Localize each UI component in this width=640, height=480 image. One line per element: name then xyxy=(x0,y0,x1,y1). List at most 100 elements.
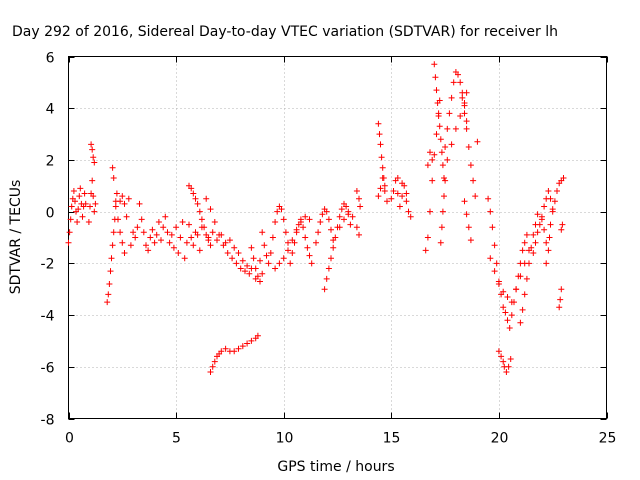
data-point xyxy=(375,193,382,200)
data-point xyxy=(394,190,401,197)
data-point xyxy=(558,226,565,233)
y-tick-labels: -8 -6 -4 -2 0 2 4 6 xyxy=(41,51,55,429)
data-point xyxy=(500,288,507,295)
data-point xyxy=(121,200,128,207)
x-tick-label: 0 xyxy=(65,431,74,447)
data-point xyxy=(297,216,304,223)
data-point xyxy=(72,198,78,205)
data-point xyxy=(244,262,251,269)
data-point xyxy=(332,234,339,241)
data-point xyxy=(545,247,552,254)
data-point xyxy=(211,219,218,225)
data-point xyxy=(224,250,231,256)
data-point xyxy=(226,237,233,244)
data-point xyxy=(543,260,550,267)
data-point xyxy=(399,193,406,200)
data-point xyxy=(293,229,300,236)
data-point xyxy=(285,239,291,246)
data-point xyxy=(513,286,520,293)
data-point xyxy=(377,185,384,192)
data-point xyxy=(547,195,554,202)
data-point xyxy=(109,164,116,171)
data-point xyxy=(500,304,507,311)
data-point xyxy=(534,211,541,218)
y-tick-label: 2 xyxy=(46,154,55,170)
data-point xyxy=(143,242,149,249)
data-point xyxy=(498,353,505,360)
data-point xyxy=(229,255,236,262)
data-point xyxy=(250,255,257,262)
data-point xyxy=(194,200,201,207)
data-point xyxy=(506,325,513,331)
data-point xyxy=(113,190,120,197)
data-point xyxy=(242,268,248,275)
data-point xyxy=(384,198,390,205)
x-axis-label: GPS time / hours xyxy=(277,459,394,475)
data-point xyxy=(439,208,446,215)
data-point xyxy=(239,343,246,350)
data-point xyxy=(541,226,548,233)
data-point xyxy=(222,239,229,246)
data-point xyxy=(394,175,401,181)
data-point xyxy=(308,260,315,267)
data-point xyxy=(235,345,242,352)
data-point xyxy=(517,260,524,267)
data-point xyxy=(538,213,545,220)
data-point xyxy=(357,203,364,210)
data-point xyxy=(546,234,553,241)
data-point xyxy=(455,71,461,78)
data-point xyxy=(429,177,436,184)
data-point xyxy=(405,208,412,215)
data-point xyxy=(239,257,246,264)
data-point xyxy=(345,208,352,215)
data-point xyxy=(441,175,447,181)
data-point xyxy=(457,79,464,86)
data-point xyxy=(261,242,268,249)
data-point xyxy=(560,175,567,181)
data-point xyxy=(381,182,388,189)
data-point xyxy=(304,244,311,251)
data-point xyxy=(79,213,86,220)
data-point xyxy=(107,268,114,275)
data-point xyxy=(134,224,141,231)
y-tick-label: -4 xyxy=(41,309,55,325)
data-point xyxy=(517,319,524,326)
data-point xyxy=(446,110,453,117)
data-point xyxy=(519,306,526,313)
data-point xyxy=(465,224,472,231)
data-point xyxy=(280,216,287,223)
data-point xyxy=(435,110,442,117)
data-point xyxy=(289,250,296,256)
data-point xyxy=(130,229,137,236)
data-point xyxy=(547,221,554,228)
data-point xyxy=(495,281,502,287)
data-point xyxy=(188,234,195,241)
data-point xyxy=(377,141,384,148)
data-point xyxy=(349,213,356,220)
data-point xyxy=(248,337,255,344)
data-point xyxy=(138,216,145,223)
data-point xyxy=(108,255,115,262)
data-point xyxy=(427,149,433,156)
data-point xyxy=(507,356,514,362)
data-point xyxy=(549,206,556,213)
data-point xyxy=(132,234,139,241)
data-point xyxy=(244,340,251,347)
data-point xyxy=(505,363,512,370)
data-point xyxy=(237,265,244,272)
data-point xyxy=(439,162,446,169)
data-point xyxy=(530,250,537,256)
data-point xyxy=(536,221,543,228)
data-point xyxy=(559,221,566,228)
data-point xyxy=(112,203,119,210)
data-point xyxy=(467,237,474,244)
data-point xyxy=(551,198,558,205)
data-point xyxy=(196,208,203,215)
data-point xyxy=(300,224,307,231)
data-point xyxy=(526,260,532,267)
data-point xyxy=(127,242,134,249)
data-point xyxy=(323,275,330,282)
data-point xyxy=(325,265,332,272)
data-point xyxy=(556,304,563,311)
y-axis-label: SDTVAR / TECUs xyxy=(8,180,24,295)
